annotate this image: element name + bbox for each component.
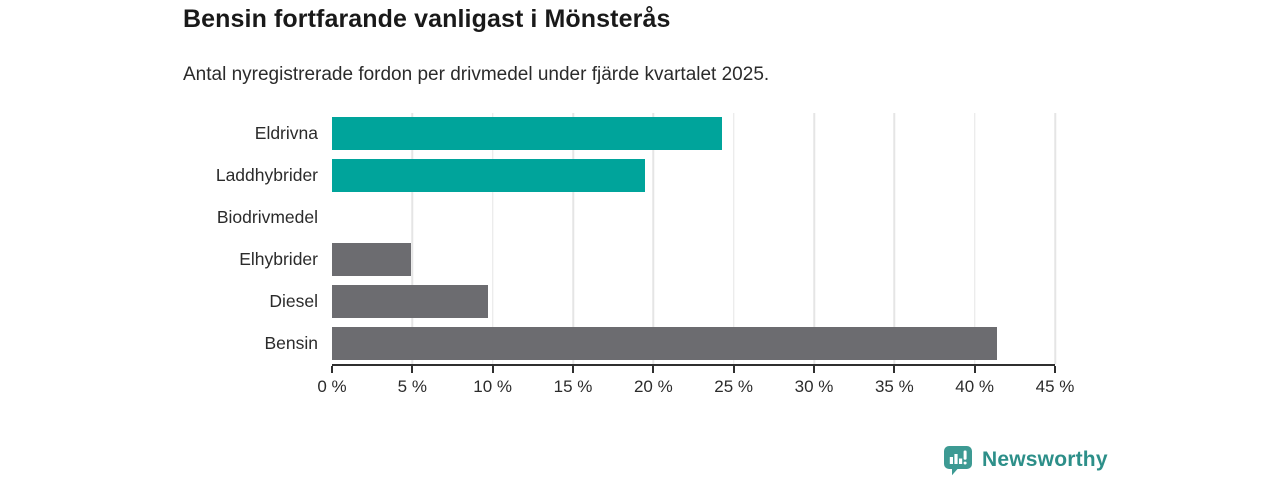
category-label-bensin: Bensin	[264, 332, 318, 353]
x-axis-tick-label: 30 %	[794, 377, 834, 396]
gridline	[491, 113, 494, 364]
x-axis-tick	[973, 366, 976, 373]
gridline	[813, 113, 815, 364]
x-axis: 0 % 5 % 10 % 15 % 20 % 25 % 30 % 35 % 40 % 45 %	[317, 364, 1074, 404]
category-label-biodrivmedel: Biodrivmedel	[216, 207, 318, 228]
gridline	[732, 113, 735, 364]
x-axis-tick-label: 40 %	[955, 377, 995, 396]
bar-bensin	[332, 326, 998, 360]
gridline	[411, 113, 414, 364]
bar-laddhybrider	[332, 159, 646, 193]
x-axis-tick	[1054, 366, 1056, 373]
category-label-diesel: Diesel	[269, 290, 318, 311]
x-axis-tick	[491, 366, 494, 373]
x-axis-tick-label: 35 %	[874, 377, 914, 396]
x-axis-tick	[572, 366, 574, 373]
x-axis-tick	[893, 366, 896, 373]
x-axis-tick-label: 5 %	[397, 377, 427, 396]
gridline	[572, 113, 574, 364]
x-axis-tick-label: 25 %	[714, 377, 754, 396]
bar-row-diesel	[332, 280, 1055, 322]
x-axis-tick	[652, 366, 655, 373]
gridline	[1054, 113, 1056, 364]
bar-chart-plot-area	[332, 113, 1056, 364]
x-axis-tick	[411, 366, 414, 373]
bar-elhybrider	[332, 242, 411, 276]
gridline	[893, 113, 896, 364]
chart-title: Bensin fortfarande vanligast i Mönsterås	[183, 5, 671, 33]
x-axis-tick-label: 0 %	[317, 377, 347, 396]
x-axis-tick	[732, 366, 735, 373]
category-label-laddhybrider: Laddhybrider	[215, 165, 318, 186]
bar-rows	[332, 113, 1055, 364]
x-axis-tick-label: 10 %	[473, 377, 513, 396]
x-axis-tick-label: 20 %	[633, 377, 673, 396]
x-axis-tick-label: 15 %	[553, 377, 593, 396]
newsworthy-logo-icon	[944, 446, 972, 476]
bar-row-eldrivna	[332, 113, 1055, 155]
gridline	[652, 113, 655, 364]
x-axis-tick	[813, 366, 815, 373]
bar-row-elhybrider	[332, 238, 1055, 280]
bar-row-laddhybrider	[332, 155, 1055, 197]
category-label-eldrivna: Eldrivna	[254, 123, 318, 144]
brand-footer: Newsworthy	[942, 444, 1108, 476]
category-label-elhybrider: Elhybrider	[239, 248, 318, 269]
x-axis-tick	[331, 366, 333, 373]
gridline	[973, 113, 976, 364]
bar-row-bensin	[332, 322, 1055, 364]
chart-subtitle: Antal nyregistrerade fordon per drivmede…	[183, 64, 770, 85]
bar-diesel	[332, 284, 488, 318]
bar-row-biodrivmedel	[332, 197, 1055, 239]
category-axis-labels: Eldrivna Laddhybrider Biodrivmedel Elhybrid…	[0, 113, 318, 364]
bar-eldrivna	[332, 117, 723, 151]
brand-name: Newsworthy	[982, 448, 1108, 471]
x-axis-tick-label: 45 %	[1035, 377, 1075, 396]
